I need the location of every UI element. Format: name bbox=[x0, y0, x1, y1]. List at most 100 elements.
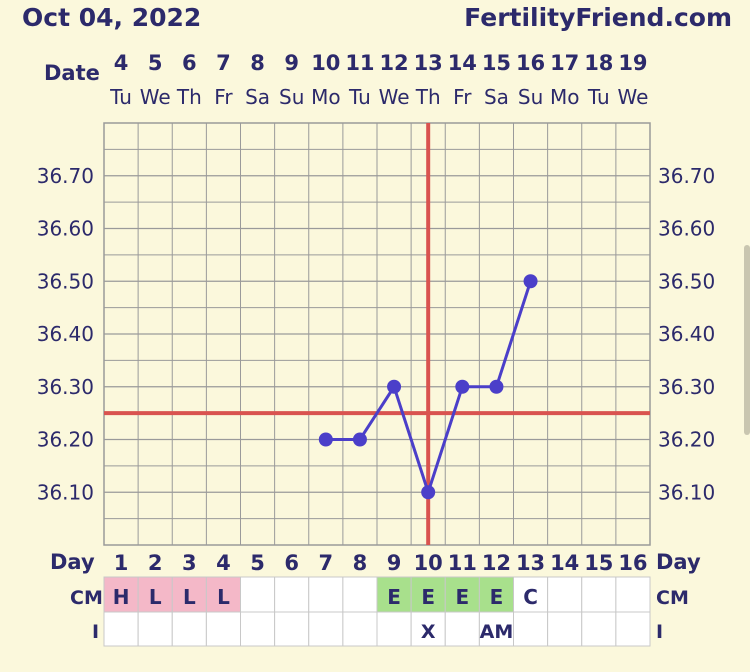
cycle-day-label: 14 bbox=[550, 551, 579, 575]
cm-value: L bbox=[183, 585, 196, 609]
weekday-label: Mo bbox=[311, 85, 341, 109]
weekday-label: Th bbox=[415, 85, 441, 109]
y-tick-label-right: 36.30 bbox=[658, 375, 715, 399]
date-label: 12 bbox=[379, 51, 408, 75]
date-label: 18 bbox=[584, 51, 613, 75]
y-tick-label-left: 36.60 bbox=[37, 217, 94, 241]
cm-cell bbox=[171, 576, 207, 613]
cycle-day-label: 8 bbox=[353, 551, 368, 575]
i-value: AM bbox=[480, 621, 514, 643]
cm-cell bbox=[376, 576, 412, 613]
cm-value: H bbox=[113, 585, 130, 609]
i-cell bbox=[171, 611, 207, 647]
scrollbar[interactable] bbox=[744, 245, 750, 435]
cm-cell bbox=[478, 576, 514, 613]
cycle-day-label: 6 bbox=[284, 551, 299, 575]
y-tick-label-right: 36.60 bbox=[658, 217, 715, 241]
temperature-point bbox=[352, 432, 367, 447]
i-cell bbox=[444, 611, 480, 647]
y-tick-label-right: 36.40 bbox=[658, 322, 715, 346]
i-cell bbox=[205, 611, 241, 647]
cm-cell bbox=[615, 576, 651, 613]
cycle-day-label: 9 bbox=[387, 551, 402, 575]
date-label: 13 bbox=[414, 51, 443, 75]
day-row-label-left: Day bbox=[50, 550, 95, 574]
i-cell bbox=[581, 611, 617, 647]
day-row-label-right: Day bbox=[656, 550, 701, 574]
i-row-label-left: I bbox=[92, 621, 99, 643]
y-tick-label-right: 36.50 bbox=[658, 269, 715, 293]
i-cell bbox=[376, 611, 412, 647]
chart-grid bbox=[103, 122, 651, 546]
y-tick-label-right: 36.20 bbox=[658, 428, 715, 452]
weekday-label: We bbox=[617, 85, 648, 109]
i-cell bbox=[137, 611, 173, 647]
weekday-label: Tu bbox=[587, 85, 610, 109]
date-label: 16 bbox=[516, 51, 545, 75]
date-label: 4 bbox=[114, 51, 129, 75]
cycle-day-label: 12 bbox=[482, 551, 511, 575]
cm-value: L bbox=[217, 585, 230, 609]
temperature-point bbox=[523, 274, 538, 289]
chart-date: Oct 04, 2022 bbox=[22, 3, 202, 32]
y-tick-label-right: 36.10 bbox=[658, 480, 715, 504]
y-tick-label-left: 36.30 bbox=[37, 375, 94, 399]
weekday-label: Sa bbox=[484, 85, 509, 109]
site-name[interactable]: FertilityFriend.com bbox=[464, 3, 732, 32]
cm-cell bbox=[205, 576, 241, 613]
date-row-label: Date bbox=[44, 61, 100, 85]
cycle-day-label: 10 bbox=[414, 551, 443, 575]
cm-cell bbox=[342, 576, 378, 613]
cm-cell bbox=[547, 576, 583, 613]
temperature-series bbox=[318, 274, 538, 500]
y-tick-label-left: 36.20 bbox=[37, 428, 94, 452]
y-tick-label-left: 36.40 bbox=[37, 322, 94, 346]
i-cell bbox=[342, 611, 378, 647]
temperature-point bbox=[387, 379, 402, 394]
chart-labels: 36.10 36.10 36.20 36.20 36.30 36.30 36.40 36.40… bbox=[37, 51, 716, 504]
y-tick-label-left: 36.50 bbox=[37, 269, 94, 293]
cycle-day-label: 16 bbox=[618, 551, 647, 575]
temperature-point bbox=[318, 432, 333, 447]
date-label: 15 bbox=[482, 51, 511, 75]
cm-cell bbox=[444, 576, 480, 613]
i-value: X bbox=[421, 621, 436, 643]
i-cell bbox=[410, 611, 446, 647]
cycle-day-label: 1 bbox=[114, 551, 129, 575]
date-label: 11 bbox=[345, 51, 374, 75]
i-cell bbox=[547, 611, 583, 647]
weekday-label: We bbox=[140, 85, 171, 109]
weekday-label: Tu bbox=[109, 85, 132, 109]
temperature-point bbox=[421, 485, 436, 500]
cycle-day-label: 11 bbox=[448, 551, 477, 575]
i-row-label-right: I bbox=[656, 621, 663, 643]
date-label: 5 bbox=[148, 51, 163, 75]
weekday-label: Fr bbox=[214, 85, 233, 109]
weekday-label: Th bbox=[176, 85, 202, 109]
weekday-label: Sa bbox=[245, 85, 270, 109]
weekday-label: Fr bbox=[453, 85, 472, 109]
i-cell bbox=[308, 611, 344, 647]
i-cell bbox=[615, 611, 651, 647]
cm-value: L bbox=[149, 585, 162, 609]
cm-cell bbox=[308, 576, 344, 613]
cm-row-label-left: CM bbox=[70, 587, 103, 609]
temperature-point bbox=[489, 379, 504, 394]
weekday-label: We bbox=[379, 85, 410, 109]
y-tick-label-left: 36.70 bbox=[37, 164, 94, 188]
cm-value: E bbox=[455, 585, 469, 609]
date-label: 6 bbox=[182, 51, 197, 75]
date-label: 17 bbox=[550, 51, 579, 75]
i-cell bbox=[513, 611, 549, 647]
i-cell bbox=[103, 611, 139, 647]
cm-cell bbox=[274, 576, 310, 613]
cycle-day-label: 3 bbox=[182, 551, 197, 575]
cm-cell bbox=[513, 576, 549, 613]
i-cell bbox=[274, 611, 310, 647]
cm-value: E bbox=[421, 585, 435, 609]
cycle-day-label: 5 bbox=[250, 551, 265, 575]
i-cell bbox=[478, 611, 514, 647]
weekday-label: Tu bbox=[348, 85, 371, 109]
